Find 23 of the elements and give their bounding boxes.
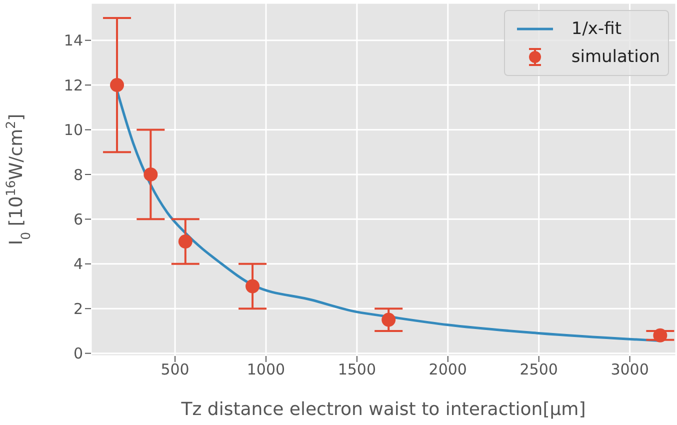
y-tick-label: 12 xyxy=(64,76,83,94)
point xyxy=(653,328,668,342)
y-tick-label: 14 xyxy=(64,32,83,50)
y-tick-label: 10 xyxy=(64,121,83,140)
point xyxy=(246,279,260,294)
x-tick-label: 3000 xyxy=(610,360,649,379)
x-tick-label: 2500 xyxy=(520,360,558,379)
x-tick-label: 1500 xyxy=(338,360,376,379)
y-tick-label: 2 xyxy=(73,300,83,318)
point xyxy=(178,234,192,249)
y-tick-label: 4 xyxy=(73,255,83,274)
x-tick-label: 2000 xyxy=(428,360,467,379)
legend-label: 1/x-fit xyxy=(571,19,622,39)
y-tick-label: 8 xyxy=(73,166,83,184)
x-axis-title: Tz distance electron waist to interaction[μm] xyxy=(180,399,586,420)
point xyxy=(110,78,124,92)
point xyxy=(144,167,158,182)
legend-label: simulation xyxy=(571,47,660,67)
x-tick-label: 1000 xyxy=(246,360,286,379)
x-tick-label: 500 xyxy=(160,360,190,379)
y-tick-label: 0 xyxy=(73,344,83,363)
point xyxy=(382,312,396,327)
y-tick-label: 6 xyxy=(73,210,83,229)
